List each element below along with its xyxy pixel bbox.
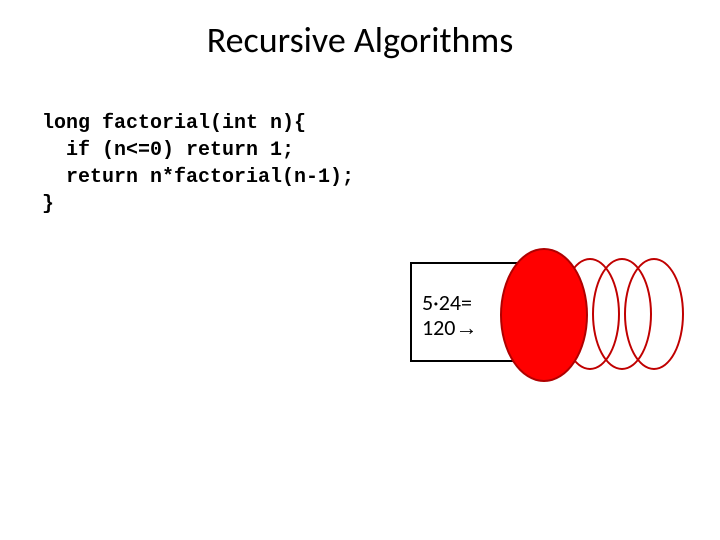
recursion-diagram: 5·24= 120→ (410, 250, 700, 390)
code-line-3: return n*factorial(n-1); (42, 166, 354, 189)
code-line-1: long factorial(int n){ (42, 112, 306, 135)
code-block: long factorial(int n){ if (n<=0) return … (42, 110, 354, 218)
recursion-ellipse-1 (500, 248, 588, 382)
arrow-icon: → (455, 315, 477, 340)
page-title: Recursive Algorithms (0, 0, 720, 62)
result-value: 120 (422, 314, 455, 341)
code-line-4: } (42, 193, 54, 216)
code-line-2: if (n<=0) return 1; (42, 139, 294, 162)
